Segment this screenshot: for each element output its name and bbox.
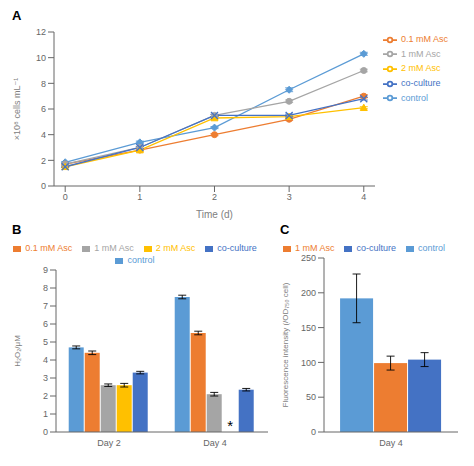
- svg-text:1: 1: [137, 192, 142, 202]
- svg-text:100: 100: [301, 358, 316, 368]
- html-text:co-culture: co-culture: [401, 77, 441, 88]
- svg-text:4: 4: [41, 130, 46, 140]
- html-text:A: A: [12, 8, 22, 23]
- svg-text:10: 10: [36, 53, 46, 63]
- svg-text:6: 6: [41, 104, 46, 114]
- html-text:0.1 mM Asc: 0.1 mM Asc: [401, 34, 448, 44]
- html-text:1 mM Asc: 1 mM Asc: [94, 243, 134, 253]
- svg-text:2: 2: [41, 156, 46, 166]
- svg-text:Day 2: Day 2: [97, 438, 121, 448]
- html-text:2 mM Asc: 2 mM Asc: [155, 243, 196, 253]
- html-text:control: control: [418, 243, 445, 253]
- svg-text:2: 2: [212, 192, 217, 202]
- svg-text:Fluorescence intensity (/OD₇₅₀: Fluorescence intensity (/OD₇₅₀ cell): [281, 282, 290, 407]
- html-text:B: B: [12, 222, 22, 237]
- svg-text:9: 9: [43, 265, 48, 275]
- svg-text:12: 12: [36, 27, 46, 37]
- svg-text:2: 2: [43, 391, 48, 401]
- html-text:C: C: [280, 222, 290, 237]
- html-text:control: control: [401, 92, 428, 103]
- html-text:1 mM Asc: 1 mM Asc: [401, 48, 441, 59]
- svg-text:3: 3: [43, 373, 48, 383]
- svg-text:0: 0: [43, 427, 48, 437]
- html-text:0.1 mM Asc: 0.1 mM Asc: [25, 243, 73, 253]
- html-text:2 mM Asc: 2 mM Asc: [401, 63, 441, 74]
- svg-text:*: *: [227, 417, 233, 432]
- html-text:co-culture: co-culture: [217, 243, 257, 253]
- svg-text:8: 8: [43, 283, 48, 293]
- svg-text:4: 4: [361, 192, 366, 202]
- svg-text:200: 200: [301, 288, 316, 298]
- svg-text:150: 150: [301, 323, 316, 333]
- svg-text:250: 250: [301, 253, 316, 263]
- html-text:co-culture: co-culture: [356, 243, 396, 253]
- svg-text:1: 1: [43, 409, 48, 419]
- svg-text:3: 3: [287, 192, 292, 202]
- svg-text:×10⁸ cells mL⁻¹: ×10⁸ cells mL⁻¹: [12, 78, 22, 140]
- html-text:control: control: [127, 255, 155, 265]
- svg-text:0: 0: [63, 192, 68, 202]
- svg-text:0: 0: [41, 181, 46, 191]
- svg-text:50: 50: [306, 392, 316, 402]
- svg-text:8: 8: [41, 79, 46, 89]
- svg-text:4: 4: [43, 355, 48, 365]
- svg-text:6: 6: [43, 319, 48, 329]
- svg-text:H₂O₂/μM: H₂O₂/μM: [13, 335, 22, 367]
- svg-text:Day 4: Day 4: [379, 438, 403, 448]
- svg-text:0: 0: [311, 427, 316, 437]
- svg-text:7: 7: [43, 301, 48, 311]
- svg-text:5: 5: [43, 337, 48, 347]
- html-text:1 mM Asc: 1 mM Asc: [295, 243, 335, 253]
- svg-text:Day 4: Day 4: [203, 438, 227, 448]
- svg-text:Time (d): Time (d): [196, 209, 233, 220]
